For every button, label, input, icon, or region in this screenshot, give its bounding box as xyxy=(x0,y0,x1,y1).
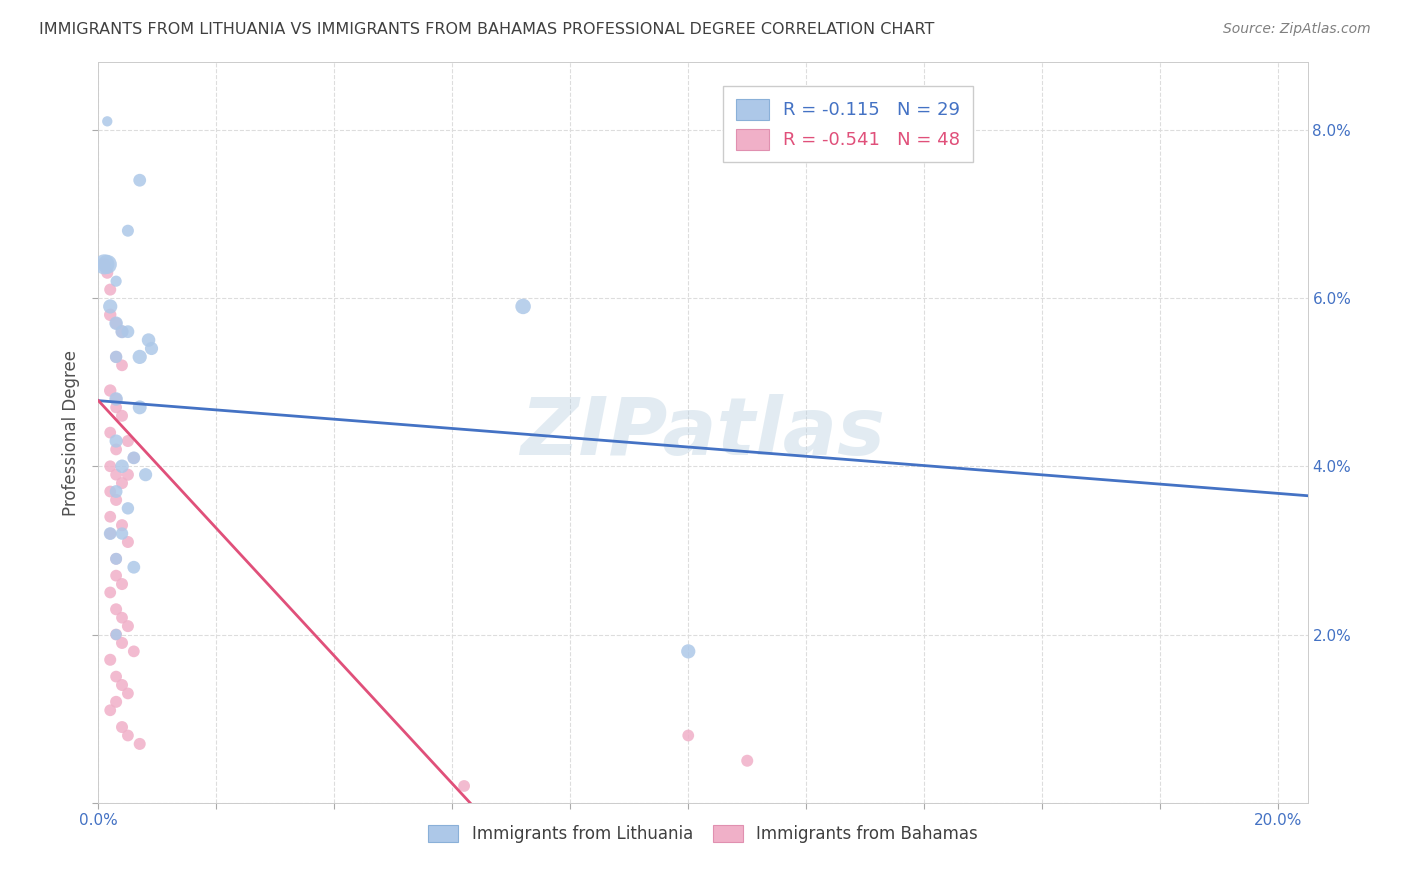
Point xyxy=(93,257,115,271)
Point xyxy=(678,644,700,658)
Point xyxy=(117,434,139,448)
Point xyxy=(105,316,128,330)
Point xyxy=(96,114,118,128)
Point xyxy=(117,325,139,339)
Point xyxy=(105,401,128,415)
Point xyxy=(105,627,128,641)
Point xyxy=(98,703,121,717)
Point xyxy=(105,551,128,566)
Point xyxy=(453,779,475,793)
Point xyxy=(117,501,139,516)
Point xyxy=(98,484,121,499)
Text: Source: ZipAtlas.com: Source: ZipAtlas.com xyxy=(1223,22,1371,37)
Point xyxy=(96,266,118,280)
Point xyxy=(111,409,134,423)
Point xyxy=(105,551,128,566)
Point xyxy=(111,526,134,541)
Point xyxy=(111,720,134,734)
Point xyxy=(105,392,128,406)
Point xyxy=(105,627,128,641)
Point xyxy=(98,308,121,322)
Point xyxy=(111,459,134,474)
Point xyxy=(111,678,134,692)
Point xyxy=(117,729,139,743)
Point xyxy=(111,325,134,339)
Point xyxy=(111,610,134,624)
Point xyxy=(98,585,121,599)
Point xyxy=(117,619,139,633)
Point xyxy=(96,257,118,271)
Point xyxy=(735,754,758,768)
Point xyxy=(122,560,145,574)
Point xyxy=(105,602,128,616)
Point xyxy=(122,644,145,658)
Point xyxy=(105,350,128,364)
Point xyxy=(105,484,128,499)
Point xyxy=(98,459,121,474)
Point xyxy=(117,686,139,700)
Point xyxy=(105,492,128,507)
Point xyxy=(105,274,128,288)
Point xyxy=(111,359,134,373)
Point xyxy=(98,384,121,398)
Point xyxy=(105,442,128,457)
Point xyxy=(105,434,128,448)
Point xyxy=(141,342,163,356)
Y-axis label: Professional Degree: Professional Degree xyxy=(62,350,80,516)
Point xyxy=(98,283,121,297)
Point xyxy=(105,467,128,482)
Point xyxy=(111,577,134,591)
Point xyxy=(122,450,145,465)
Point xyxy=(678,729,700,743)
Point xyxy=(98,300,121,314)
Point xyxy=(105,392,128,406)
Point xyxy=(98,526,121,541)
Point xyxy=(512,300,534,314)
Point xyxy=(117,224,139,238)
Legend: Immigrants from Lithuania, Immigrants from Bahamas: Immigrants from Lithuania, Immigrants fr… xyxy=(422,819,984,850)
Point xyxy=(98,425,121,440)
Point xyxy=(128,401,150,415)
Point xyxy=(138,333,160,347)
Point xyxy=(111,518,134,533)
Point xyxy=(122,450,145,465)
Point xyxy=(105,350,128,364)
Point xyxy=(117,535,139,549)
Text: ZIPatlas: ZIPatlas xyxy=(520,393,886,472)
Point xyxy=(105,568,128,582)
Point xyxy=(111,476,134,491)
Point xyxy=(128,737,150,751)
Point xyxy=(105,670,128,684)
Point xyxy=(135,467,157,482)
Point xyxy=(98,509,121,524)
Point xyxy=(111,325,134,339)
Point xyxy=(128,173,150,187)
Point xyxy=(93,257,115,271)
Text: IMMIGRANTS FROM LITHUANIA VS IMMIGRANTS FROM BAHAMAS PROFESSIONAL DEGREE CORRELA: IMMIGRANTS FROM LITHUANIA VS IMMIGRANTS … xyxy=(39,22,935,37)
Point xyxy=(111,636,134,650)
Point xyxy=(105,695,128,709)
Point xyxy=(117,467,139,482)
Point xyxy=(98,653,121,667)
Point xyxy=(105,316,128,330)
Point xyxy=(128,350,150,364)
Point xyxy=(98,526,121,541)
